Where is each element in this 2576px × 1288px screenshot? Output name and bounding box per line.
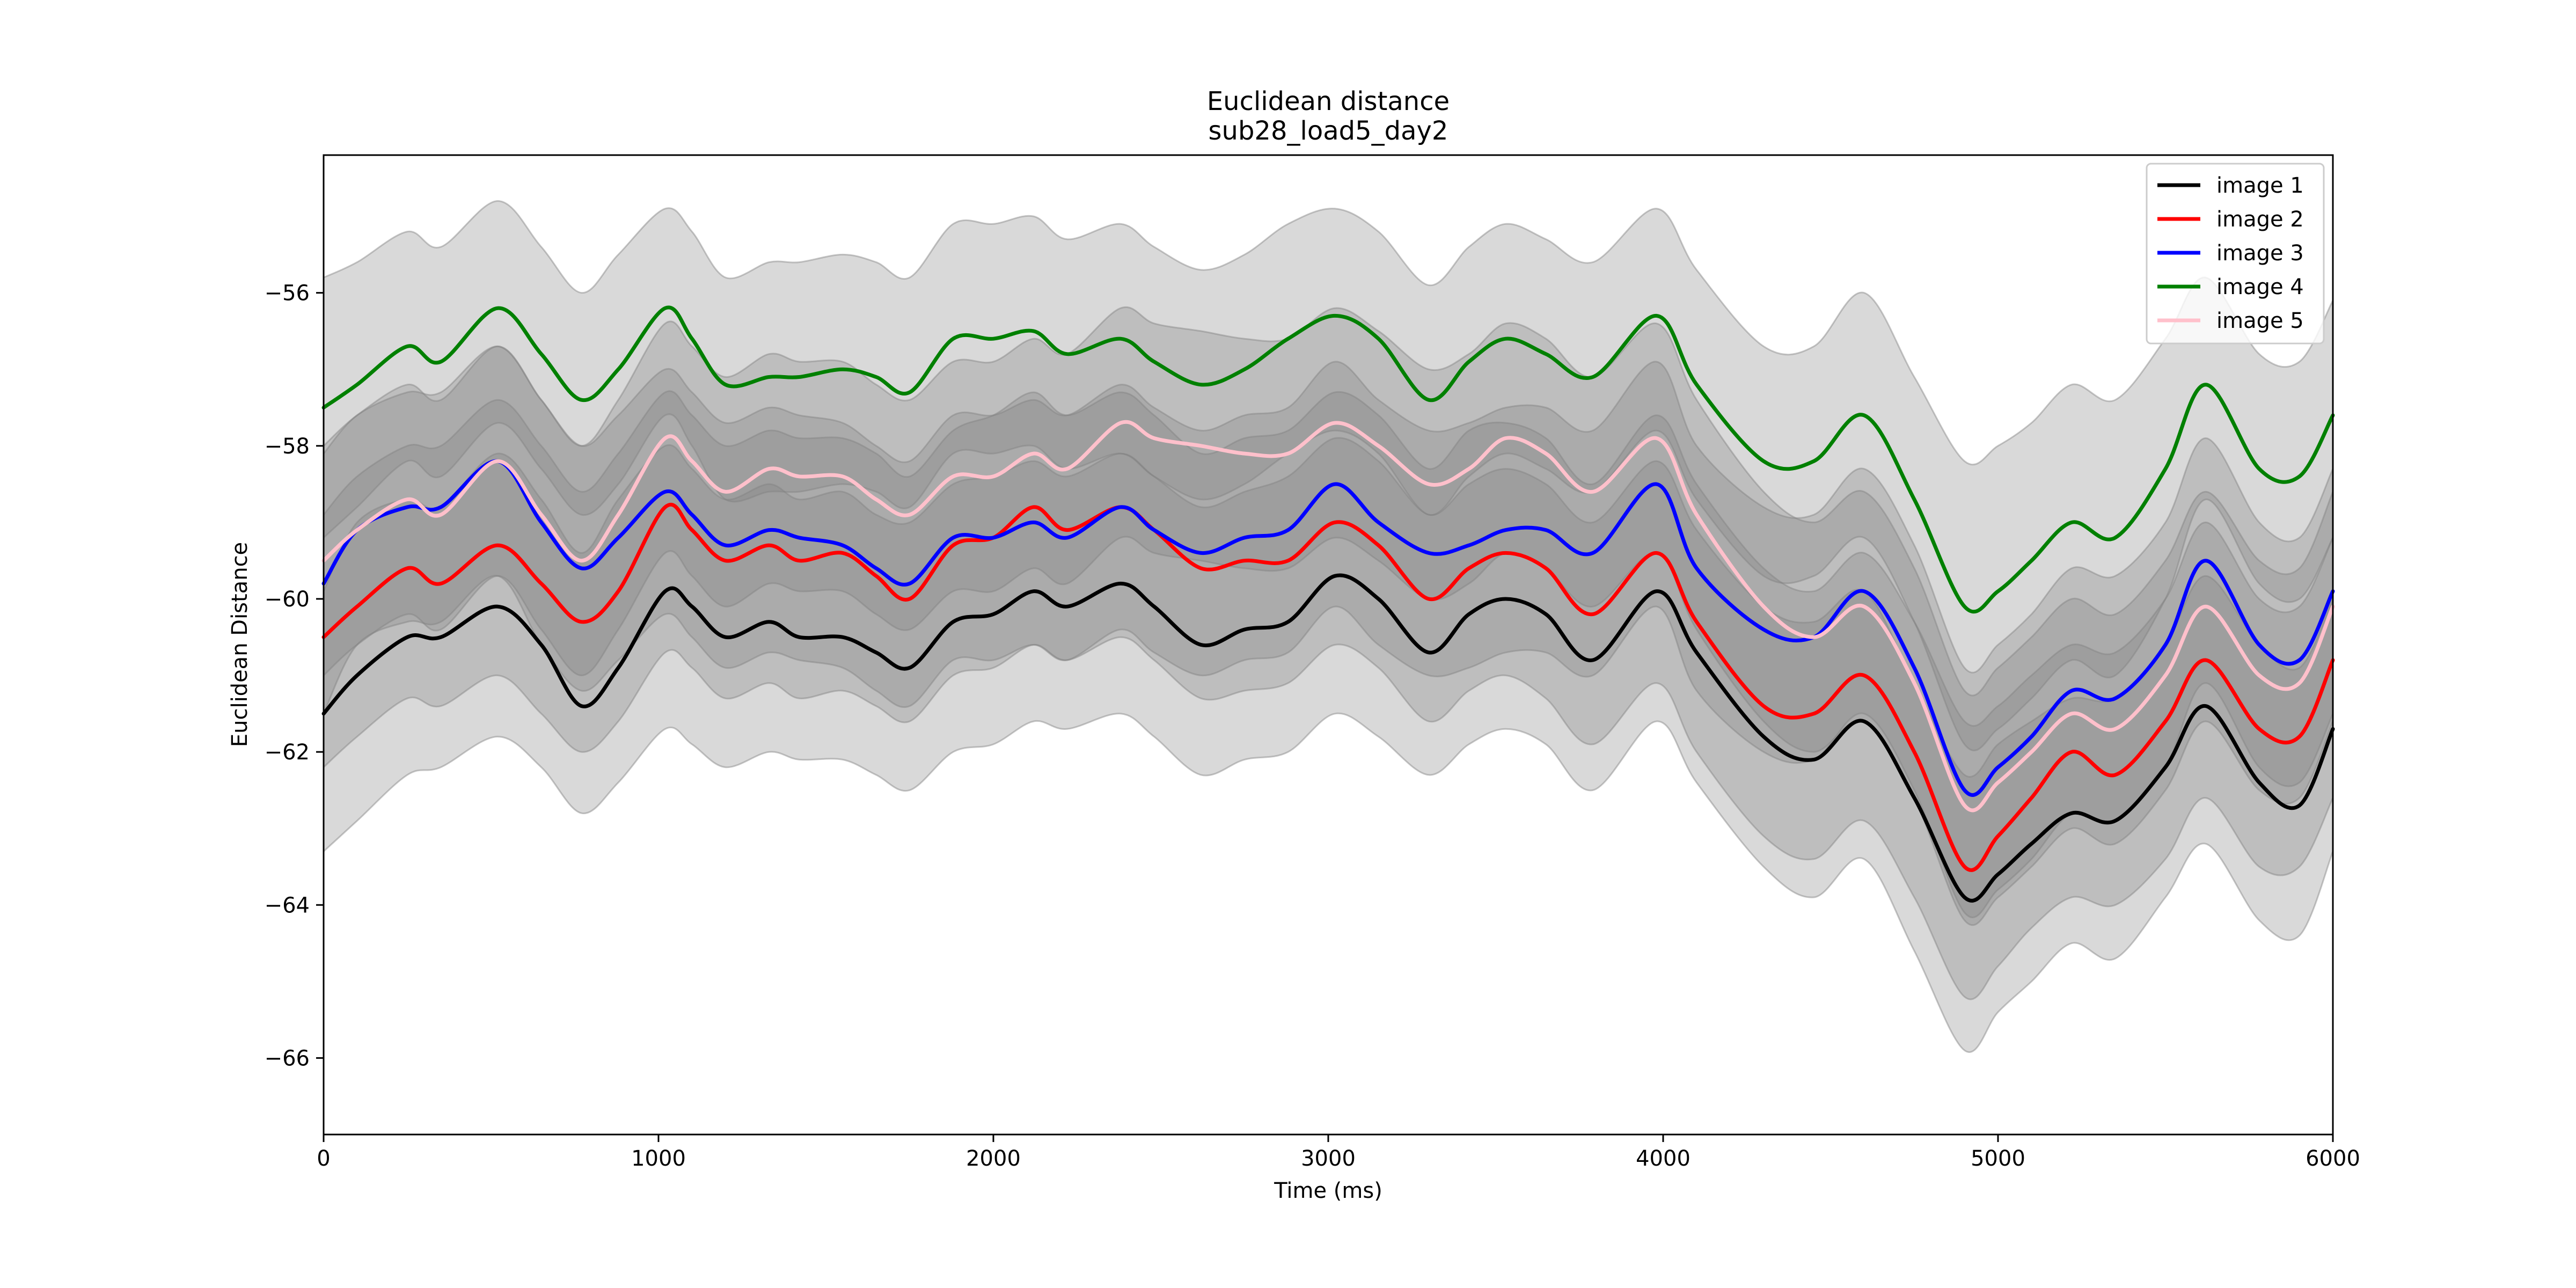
x-axis-label: Time (ms) (1274, 1179, 1382, 1203)
y-tick-label: −62 (265, 740, 310, 765)
band-3 (323, 345, 2334, 918)
series-line-2 (321, 502, 2335, 872)
series-line-4 (321, 305, 2335, 614)
legend-label-3: image 3 (2216, 241, 2304, 266)
chart-subtitle: sub28_load5_day2 (1209, 116, 1448, 146)
legend-entries: image 1 image 2 image 3 image 4 image 5 (2157, 173, 2304, 333)
legend: image 1 image 2 image 3 image 4 image 5 (2146, 163, 2325, 345)
x-tick-label: 0 (317, 1146, 330, 1171)
band-4 (323, 200, 2334, 751)
x-tick-label: 6000 (2306, 1146, 2360, 1171)
y-axis-ticks: −66 −64 −62 −60 −58 −56 (265, 281, 324, 1071)
series-line-1 (321, 573, 2335, 903)
legend-label-1: image 1 (2216, 173, 2304, 198)
y-tick-label: −60 (265, 587, 310, 612)
y-tick-label: −64 (265, 893, 310, 918)
series-line-3 (321, 459, 2335, 797)
x-tick-label: 2000 (966, 1146, 1021, 1171)
y-axis-label: Euclidean Distance (228, 542, 252, 747)
legend-label-5: image 5 (2216, 309, 2304, 333)
x-tick-label: 1000 (631, 1146, 686, 1171)
legend-label-4: image 4 (2216, 275, 2304, 299)
y-tick-label: −66 (265, 1046, 310, 1071)
x-tick-label: 3000 (1301, 1146, 1356, 1171)
y-tick-label: −56 (265, 281, 310, 306)
legend-label-2: image 2 (2216, 207, 2304, 232)
chart-title: Euclidean distance (1207, 86, 1450, 116)
y-tick-label: −58 (265, 434, 310, 459)
legend-box (2146, 163, 2325, 345)
x-axis-ticks: 0 1000 2000 3000 4000 5000 6000 (317, 1135, 2360, 1171)
x-tick-label: 4000 (1636, 1146, 1690, 1171)
series-lines (321, 305, 2335, 903)
x-tick-label: 5000 (1971, 1146, 2025, 1171)
series-line-5 (321, 420, 2335, 813)
